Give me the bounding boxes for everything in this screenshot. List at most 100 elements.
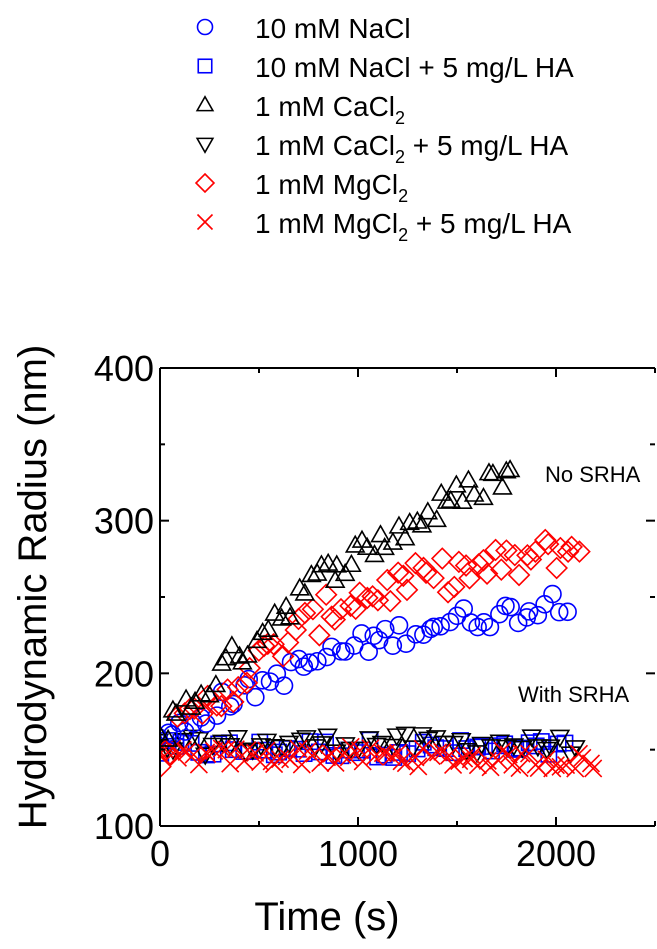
data-point — [440, 489, 462, 508]
y-tick-label: 100 — [94, 806, 154, 847]
data-point — [425, 730, 447, 749]
legend-item: 1 mM CaCl2 — [195, 91, 405, 128]
data-point — [361, 585, 384, 608]
data-point — [246, 687, 265, 707]
data-point — [431, 616, 450, 636]
data-point — [216, 678, 239, 701]
data-point — [168, 748, 188, 767]
data-point — [383, 636, 403, 655]
data-point — [207, 706, 227, 725]
data-point — [426, 509, 447, 528]
data-point — [581, 754, 601, 773]
data-point — [540, 739, 561, 758]
data-point — [421, 619, 440, 639]
data-point — [235, 675, 254, 695]
data-point — [364, 626, 384, 646]
data-point — [339, 594, 362, 618]
legend-label: 10 mM NaCl — [255, 13, 411, 44]
data-point — [237, 644, 258, 663]
data-point — [347, 744, 365, 762]
data-point — [409, 757, 428, 776]
data-point — [566, 759, 585, 778]
legend-label: 1 mM MgCl2 — [255, 169, 408, 206]
data-point — [301, 564, 322, 583]
legend-label: 1 mM MgCl2 + 5 mg/L HA — [255, 208, 572, 245]
data-point — [227, 729, 249, 749]
data-point — [160, 725, 169, 741]
data-point — [305, 744, 324, 763]
data-point — [287, 607, 310, 631]
data-point — [252, 634, 276, 658]
data-point — [492, 476, 513, 495]
data-point — [189, 755, 208, 774]
data-point — [284, 618, 308, 642]
data-point — [395, 726, 416, 745]
data-point — [311, 554, 332, 573]
data-point — [461, 750, 480, 769]
data-point — [294, 582, 316, 601]
data-point — [533, 528, 557, 552]
data-point — [361, 739, 380, 758]
data-point — [326, 753, 345, 773]
series-circle — [160, 584, 577, 747]
data-point — [350, 741, 370, 760]
data-point — [521, 729, 543, 748]
data-point — [294, 657, 314, 676]
data-point — [359, 642, 378, 662]
y-tick-label: 400 — [94, 348, 154, 389]
data-point — [217, 740, 236, 759]
data-point — [565, 740, 586, 759]
data-point — [528, 605, 548, 625]
data-point — [308, 623, 331, 647]
data-point — [353, 752, 372, 771]
data-point — [551, 757, 570, 776]
data-point — [364, 544, 385, 563]
data-point — [160, 728, 179, 747]
data-point — [584, 759, 603, 778]
data-point — [276, 631, 300, 654]
data-point — [446, 474, 467, 493]
data-point — [450, 751, 469, 771]
data-point — [258, 618, 279, 638]
data-point — [274, 676, 294, 695]
data-point — [238, 656, 262, 680]
data-point — [389, 615, 409, 635]
data-point — [279, 606, 301, 625]
data-point — [413, 739, 432, 758]
legend-marker-circle — [196, 18, 214, 36]
y-tick-label: 300 — [94, 501, 154, 542]
annotation-with-srha: With SRHA — [518, 682, 630, 707]
data-point — [358, 731, 380, 750]
data-point — [301, 597, 325, 621]
series-x — [160, 737, 603, 778]
data-point — [462, 746, 482, 765]
data-point — [162, 699, 184, 718]
legend-label: 1 mM CaCl2 + 5 mg/L HA — [255, 130, 569, 167]
data-point — [496, 460, 517, 479]
data-point — [326, 554, 348, 573]
series-triangle-up — [160, 459, 521, 747]
legend-item: 10 mM NaCl — [196, 13, 411, 44]
data-point — [369, 630, 389, 650]
data-point — [558, 602, 577, 622]
data-point — [334, 562, 356, 582]
data-point — [472, 548, 495, 572]
data-point — [458, 566, 481, 590]
data-point — [252, 621, 273, 641]
data-point — [375, 619, 395, 639]
data-point — [271, 644, 295, 668]
data-point — [516, 543, 539, 567]
data-point — [293, 601, 317, 625]
legend-item: 1 mM CaCl2 + 5 mg/L HA — [195, 130, 569, 167]
data-point — [190, 702, 214, 726]
data-point — [519, 602, 539, 621]
data-point — [444, 755, 463, 774]
data-point — [317, 748, 337, 767]
y-axis-title: Hydrodynamic Radius (nm) — [11, 345, 55, 830]
data-point — [160, 739, 177, 763]
data-point — [422, 747, 441, 766]
data-point — [507, 563, 531, 587]
data-point — [386, 728, 407, 747]
data-point — [430, 482, 452, 501]
data-point — [256, 733, 278, 752]
